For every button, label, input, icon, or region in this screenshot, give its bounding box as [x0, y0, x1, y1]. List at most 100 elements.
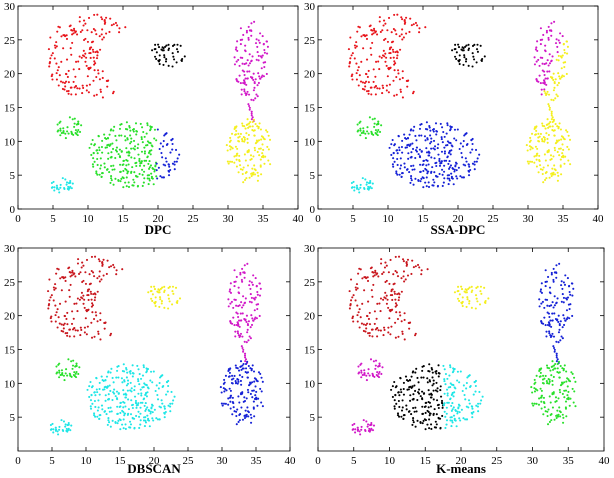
- data-point: [396, 293, 399, 296]
- data-point: [252, 319, 255, 322]
- data-point: [90, 305, 93, 308]
- data-point: [263, 49, 266, 52]
- data-point: [143, 152, 146, 155]
- data-point: [129, 423, 133, 426]
- data-point: [399, 164, 403, 167]
- data-point: [89, 290, 92, 293]
- data-point: [561, 293, 564, 296]
- data-point: [93, 414, 96, 417]
- data-point: [100, 278, 103, 281]
- data-point: [449, 366, 452, 369]
- data-point: [551, 312, 554, 315]
- data-point: [474, 294, 478, 297]
- data-point: [247, 25, 250, 28]
- data-point: [351, 73, 354, 76]
- data-point: [238, 159, 241, 162]
- data-point: [397, 335, 400, 338]
- data-point: [390, 143, 393, 146]
- data-point: [241, 172, 244, 176]
- data-point: [235, 46, 238, 49]
- data-point: [266, 130, 269, 133]
- data-point: [448, 149, 451, 153]
- data-point: [438, 160, 441, 163]
- data-point: [419, 395, 422, 398]
- data-point: [91, 48, 94, 51]
- data-point: [234, 133, 237, 136]
- data-point: [466, 143, 469, 146]
- data-point: [76, 134, 79, 137]
- data-point: [421, 412, 424, 415]
- data-point: [414, 371, 417, 374]
- data-point: [163, 416, 166, 419]
- data-point: [143, 146, 146, 149]
- data-point: [221, 404, 224, 407]
- data-point: [246, 262, 249, 265]
- data-point: [153, 128, 157, 131]
- data-point: [234, 330, 237, 333]
- data-point: [393, 160, 396, 163]
- data-point: [416, 376, 419, 379]
- data-point: [408, 171, 411, 174]
- data-point: [91, 163, 94, 166]
- data-point: [256, 291, 259, 294]
- data-point: [96, 157, 99, 161]
- data-point: [58, 428, 61, 431]
- data-point: [163, 54, 166, 57]
- data-point: [263, 51, 266, 54]
- data-point: [468, 300, 471, 303]
- data-point: [398, 394, 401, 397]
- data-point: [431, 368, 434, 371]
- data-point: [137, 402, 140, 405]
- data-point: [237, 80, 240, 83]
- data-point: [151, 167, 154, 170]
- data-point: [66, 130, 69, 133]
- data-point: [526, 149, 529, 152]
- data-point: [548, 106, 551, 109]
- data-point: [416, 24, 419, 27]
- data-point: [365, 90, 369, 93]
- data-point: [47, 304, 50, 307]
- data-point: [239, 312, 242, 315]
- data-point: [467, 375, 470, 378]
- data-point: [557, 314, 560, 317]
- data-point: [550, 112, 553, 115]
- data-point: [432, 178, 435, 181]
- data-point: [92, 50, 95, 53]
- data-point: [59, 80, 63, 83]
- data-point: [356, 130, 359, 133]
- data-point: [249, 337, 252, 340]
- data-point: [427, 163, 430, 166]
- data-point: [444, 372, 447, 376]
- data-point: [225, 144, 228, 147]
- data-point: [350, 186, 354, 189]
- data-point: [251, 125, 254, 128]
- data-point: [432, 130, 435, 133]
- data-point: [133, 385, 136, 388]
- data-point: [93, 63, 96, 66]
- data-point: [165, 58, 168, 61]
- data-point: [180, 59, 183, 62]
- data-point: [265, 40, 268, 43]
- data-point: [369, 86, 372, 89]
- data-point: [564, 406, 567, 409]
- data-point: [548, 70, 551, 73]
- data-point: [174, 148, 178, 152]
- data-point: [364, 85, 367, 88]
- data-point: [124, 405, 127, 408]
- data-point: [247, 38, 250, 41]
- data-point: [138, 383, 141, 386]
- data-point: [240, 319, 243, 322]
- data-point: [426, 381, 429, 384]
- data-point: [569, 380, 572, 383]
- data-point: [145, 367, 148, 370]
- data-point: [153, 408, 156, 411]
- data-point: [243, 73, 246, 77]
- data-point: [366, 130, 369, 133]
- data-point: [559, 364, 562, 368]
- data-point: [243, 136, 246, 139]
- data-point: [538, 368, 541, 371]
- data-point: [87, 68, 90, 71]
- data-point: [167, 64, 170, 67]
- data-point: [572, 287, 575, 290]
- data-point: [245, 62, 248, 65]
